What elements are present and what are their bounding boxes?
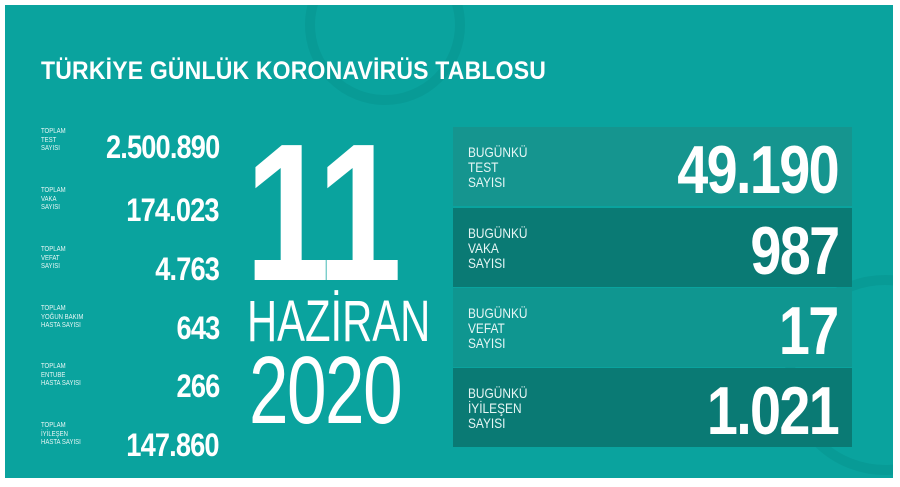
- total-icu-stat: TOPLAM YOĞUN BAKIM HASTA SAYISI 643: [41, 303, 220, 346]
- stat-label: BUGÜNKÜ İYİLEŞEN SAYISI: [468, 385, 528, 431]
- infographic-panel: TÜRKİYE GÜNLÜK KORONAVİRÜS TABLOSU TOPLA…: [5, 5, 893, 478]
- stat-value: 17: [779, 293, 839, 369]
- stat-value: 49.190: [677, 132, 839, 208]
- date-day: 11: [245, 103, 402, 322]
- stat-value: 147.860: [126, 427, 220, 463]
- total-recovered-stat: TOPLAM İYİLEŞEN HASTA SAYISI 147.860: [41, 420, 220, 463]
- stat-value: 2.500.890: [105, 129, 220, 165]
- date-month: HAZİRAN: [247, 289, 431, 354]
- stat-label: TOPLAM YOĞUN BAKIM HASTA SAYISI: [41, 303, 84, 329]
- stat-label: TOPLAM TEST SAYISI: [41, 126, 66, 152]
- stat-value: 643: [176, 310, 220, 346]
- today-death-box: BUGÜNKÜ VEFAT SAYISI 17: [453, 288, 852, 369]
- stat-label: BUGÜNKÜ VEFAT SAYISI: [468, 305, 528, 351]
- page-title: TÜRKİYE GÜNLÜK KORONAVİRÜS TABLOSU: [41, 57, 547, 85]
- stat-value: 987: [749, 213, 840, 289]
- total-test-stat: TOPLAM TEST SAYISI 2.500.890: [41, 126, 220, 167]
- stat-label: BUGÜNKÜ TEST SAYISI: [468, 144, 528, 190]
- total-death-stat: TOPLAM VEFAT SAYISI 4.763: [41, 244, 220, 287]
- stat-label: TOPLAM İYİLEŞEN HASTA SAYISI: [41, 420, 81, 446]
- virus-watermark-icon: [305, 5, 465, 105]
- today-recovered-box: BUGÜNKÜ İYİLEŞEN SAYISI 1.021: [453, 368, 852, 449]
- total-case-stat: TOPLAM VAKA SAYISI 174.023: [41, 185, 220, 228]
- date-year: 2020: [249, 337, 403, 444]
- today-test-box: BUGÜNKÜ TEST SAYISI 49.190: [453, 127, 852, 208]
- stat-label: TOPLAM VEFAT SAYISI: [41, 244, 66, 270]
- stat-value: 1.021: [706, 373, 840, 449]
- stat-label: BUGÜNKÜ VAKA SAYISI: [468, 225, 528, 271]
- stat-label: TOPLAM VAKA SAYISI: [41, 185, 66, 211]
- stat-value: 4.763: [155, 251, 220, 287]
- stat-value: 266: [176, 368, 220, 404]
- stat-value: 174.023: [126, 192, 220, 228]
- total-intubated-stat: TOPLAM ENTUBE HASTA SAYISI 266: [41, 361, 220, 404]
- today-case-box: BUGÜNKÜ VAKA SAYISI 987: [453, 208, 852, 289]
- stat-label: TOPLAM ENTUBE HASTA SAYISI: [41, 361, 81, 387]
